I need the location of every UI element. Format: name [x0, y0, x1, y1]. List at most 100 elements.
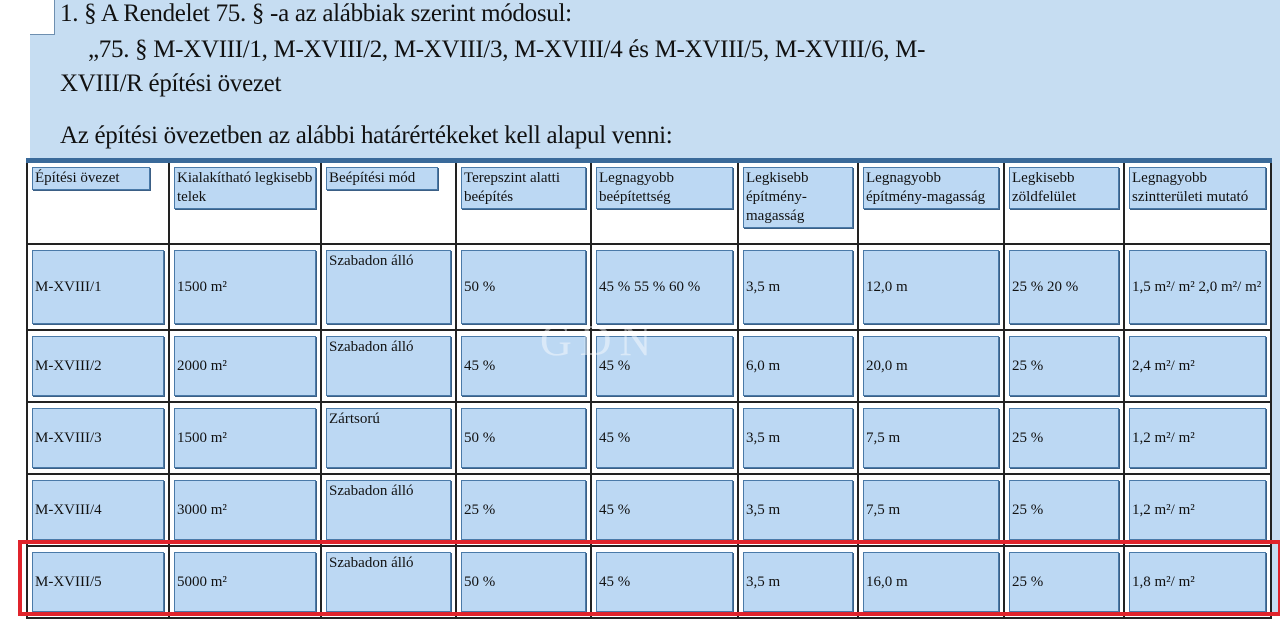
column-header: Legkisebb zöldfelület: [1003, 158, 1125, 245]
table-cell: 45 %: [590, 473, 739, 547]
cell-value: 3,5 m: [743, 250, 853, 324]
cell-value: 45 %: [596, 336, 733, 396]
table-cell: 3000 m²: [168, 473, 322, 547]
cell-value: 45 %: [461, 336, 586, 396]
cell-value: 1,5 m²/ m² 2,0 m²/ m²: [1129, 250, 1266, 324]
table-cell: 25 %: [1003, 329, 1125, 403]
table-cell: 5000 m²: [168, 545, 322, 619]
cell-value: 25 % 20 %: [1009, 250, 1119, 324]
table-cell: Szabadon álló: [320, 243, 457, 331]
cell-value: Szabadon álló: [326, 336, 451, 396]
table-header-row: Építési övezet Kialakítható legkisebb tel…: [26, 158, 1272, 245]
table-cell: 1,8 m²/ m²: [1123, 545, 1272, 619]
table-cell: 45 %: [590, 401, 739, 475]
cell-value: M-XVIII/5: [32, 552, 164, 612]
table-cell: 1500 m²: [168, 401, 322, 475]
column-header: Legnagyobb beépítettség: [590, 158, 739, 245]
table-cell: 20,0 m: [857, 329, 1005, 403]
header-label: Legkisebb zöldfelület: [1009, 167, 1119, 209]
table-cell: M-XVIII/2: [26, 329, 170, 403]
cell-value: 50 %: [461, 250, 586, 324]
table-row: M-XVIII/4 3000 m² Szabadon álló 25 % 45 % 3,5…: [26, 473, 1272, 547]
table-cell: 6,0 m: [737, 329, 859, 403]
header-label: Legkisebb építmény-magasság: [743, 167, 853, 228]
quote-line-2: XVIII/R építési övezet: [60, 70, 282, 97]
cell-value: 12,0 m: [863, 250, 999, 324]
table-cell: 25 %: [1003, 401, 1125, 475]
cell-value: Szabadon álló: [326, 480, 451, 540]
cell-value: 3,5 m: [743, 408, 853, 468]
cell-value: 25 %: [1009, 480, 1119, 540]
table-cell: M-XVIII/4: [26, 473, 170, 547]
table-cell: M-XVIII/1: [26, 243, 170, 331]
cell-value: 45 % 55 % 60 %: [596, 250, 733, 324]
header-label: Építési övezet: [32, 167, 151, 190]
cell-value: 45 %: [596, 408, 733, 468]
table-cell: 2,4 m²/ m²: [1123, 329, 1272, 403]
table-row: M-XVIII/3 1500 m² Zártsorú 50 % 45 % 3,5 m 7,5…: [26, 401, 1272, 475]
cell-value: 20,0 m: [863, 336, 999, 396]
table-cell: 3,5 m: [737, 473, 859, 547]
section-heading: 1. § A Rendelet 75. § -a az alábbiak sze…: [60, 0, 572, 27]
cell-value: 1,2 m²/ m²: [1129, 408, 1266, 468]
cell-value: 25 %: [1009, 408, 1119, 468]
cell-value: 1500 m²: [174, 408, 316, 468]
column-header: Terepszint alatti beépítés: [455, 158, 592, 245]
cell-value: M-XVIII/3: [32, 408, 164, 468]
column-header: Legnagyobb építmény-magasság: [857, 158, 1005, 245]
cell-value: 16,0 m: [863, 552, 999, 612]
table-cell: 2000 m²: [168, 329, 322, 403]
page-corner-marker: [30, 0, 55, 35]
column-header: Legkisebb építmény-magasság: [737, 158, 859, 245]
cell-value: Szabadon álló: [326, 250, 451, 324]
cell-value: Zártsorú: [326, 408, 451, 468]
header-label: Legnagyobb beépítettség: [596, 167, 733, 209]
cell-value: M-XVIII/1: [32, 250, 164, 324]
cell-value: 25 %: [1009, 336, 1119, 396]
cell-value: 7,5 m: [863, 408, 999, 468]
cell-value: 2,4 m²/ m²: [1129, 336, 1266, 396]
cell-value: 50 %: [461, 408, 586, 468]
table-cell: 1,2 m²/ m²: [1123, 473, 1272, 547]
cell-value: 25 %: [1009, 552, 1119, 612]
table-cell: 16,0 m: [857, 545, 1005, 619]
table-cell: 7,5 m: [857, 473, 1005, 547]
watermark-logo: GDN: [540, 316, 660, 365]
table-cell: Szabadon álló: [320, 473, 457, 547]
table-cell: 3,5 m: [737, 401, 859, 475]
cell-value: 50 %: [461, 552, 586, 612]
table-cell: 50 %: [455, 545, 592, 619]
table-cell: 3,5 m: [737, 545, 859, 619]
cell-value: M-XVIII/4: [32, 480, 164, 540]
table-cell: 45 % 55 % 60 %: [590, 243, 739, 331]
table-cell: 1,5 m²/ m² 2,0 m²/ m²: [1123, 243, 1272, 331]
column-header: Legnagyobb szintterületi mutató: [1123, 158, 1272, 245]
cell-value: 45 %: [596, 480, 733, 540]
column-header: Beépítési mód: [320, 158, 457, 245]
cell-value: 2000 m²: [174, 336, 316, 396]
header-label: Legnagyobb szintterületi mutató: [1129, 167, 1266, 209]
table-cell: 3,5 m: [737, 243, 859, 331]
header-label: Beépítési mód: [326, 167, 439, 190]
intro-text: Az építési övezetben az alábbi határérté…: [60, 122, 673, 149]
table-cell: Szabadon álló: [320, 545, 457, 619]
cell-value: 7,5 m: [863, 480, 999, 540]
table-row: M-XVIII/1 1500 m² Szabadon álló 50 % 45 % 55…: [26, 243, 1272, 331]
table-cell: Szabadon álló: [320, 329, 457, 403]
zoning-table: Építési övezet Kialakítható legkisebb tel…: [26, 158, 1272, 619]
cell-value: 3,5 m: [743, 480, 853, 540]
cell-value: Szabadon álló: [326, 552, 451, 612]
table-row: M-XVIII/5 5000 m² Szabadon álló 50 % 45 % 3,5…: [26, 545, 1272, 619]
table-cell: 1,2 m²/ m²: [1123, 401, 1272, 475]
table-cell: 25 % 20 %: [1003, 243, 1125, 331]
table-cell: 25 %: [455, 473, 592, 547]
cell-value: 1,2 m²/ m²: [1129, 480, 1266, 540]
table-cell: 7,5 m: [857, 401, 1005, 475]
table-cell: 50 %: [455, 401, 592, 475]
header-label: Kialakítható legkisebb telek: [174, 167, 316, 209]
table-cell: 12,0 m: [857, 243, 1005, 331]
table-cell: M-XVIII/3: [26, 401, 170, 475]
table-cell: 1500 m²: [168, 243, 322, 331]
highlight-box: [18, 540, 1280, 616]
header-label: Legnagyobb építmény-magasság: [863, 167, 999, 209]
